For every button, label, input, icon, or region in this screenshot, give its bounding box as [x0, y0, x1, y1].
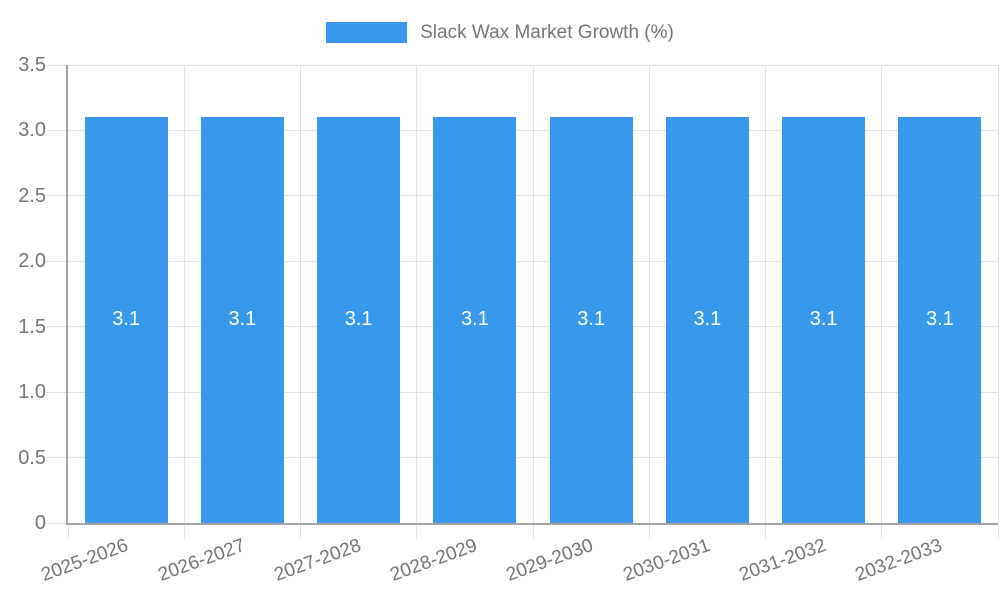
- x-tick: [67, 525, 69, 539]
- v-gridline: [416, 65, 418, 523]
- y-tick: [46, 326, 66, 328]
- legend-label[interactable]: Slack Wax Market Growth (%): [420, 21, 674, 43]
- bar-value-label: 3.1: [344, 308, 373, 330]
- v-gridline: [183, 65, 185, 523]
- y-tick-label: 2.0: [18, 250, 46, 273]
- x-tick-label: 2026-2027: [154, 535, 248, 586]
- x-tick: [881, 525, 883, 539]
- y-tick: [46, 391, 66, 393]
- bar[interactable]: 3.1: [200, 117, 284, 523]
- v-gridline: [997, 65, 999, 523]
- bar[interactable]: 3.1: [665, 117, 749, 523]
- x-tick: [648, 525, 650, 539]
- y-tick: [46, 195, 66, 197]
- x-tick: [532, 525, 534, 539]
- v-gridline: [765, 65, 766, 523]
- x-tick: [765, 525, 766, 539]
- bar[interactable]: 3.1: [433, 117, 517, 523]
- y-tick-label: 1.0: [18, 381, 46, 404]
- x-axis-line: [66, 523, 998, 525]
- x-tick: [416, 525, 418, 539]
- y-tick-label: 0: [34, 512, 46, 534]
- y-tick: [46, 522, 66, 524]
- x-tick-label: 2027-2028: [271, 535, 364, 586]
- x-tick-label: 2028-2029: [387, 535, 481, 586]
- y-tick-label: 3.5: [18, 54, 46, 76]
- bar[interactable]: 3.1: [84, 117, 168, 523]
- y-tick: [46, 129, 66, 131]
- bar[interactable]: 3.1: [898, 117, 982, 523]
- bar-value-label: 3.1: [460, 308, 489, 330]
- x-tick-label: 2032-2033: [852, 535, 946, 586]
- bar-value-label: 3.1: [925, 308, 954, 330]
- x-tick-label: 2031-2032: [736, 535, 829, 586]
- legend-swatch[interactable]: [326, 21, 408, 43]
- x-tick-label: 2030-2031: [619, 535, 713, 586]
- x-tick: [183, 525, 185, 539]
- legend[interactable]: Slack Wax Market Growth (%): [0, 14, 1000, 50]
- bar-value-label: 3.1: [693, 308, 722, 330]
- bar-value-label: 3.1: [809, 308, 838, 330]
- bar-value-label: 3.1: [112, 308, 141, 330]
- y-tick-label: 3.0: [18, 119, 46, 142]
- v-gridline: [648, 65, 650, 523]
- y-tick-label: 0.5: [18, 446, 46, 469]
- y-tick: [46, 260, 66, 262]
- y-tick-label: 1.5: [18, 315, 46, 338]
- v-gridline: [532, 65, 534, 523]
- bar[interactable]: 3.1: [549, 117, 633, 523]
- y-axis-line: [66, 65, 68, 523]
- bar-value-label: 3.1: [228, 308, 257, 330]
- x-tick: [997, 525, 999, 539]
- v-gridline: [300, 65, 301, 523]
- x-tick-label: 2029-2030: [503, 535, 597, 586]
- x-tick: [300, 525, 301, 539]
- y-tick: [46, 457, 66, 459]
- v-gridline: [881, 65, 883, 523]
- plot-area: 3.1 3.1 3.1 3.1 3.1 3.1 3.1 3.1: [46, 64, 999, 539]
- x-tick-label: 2025-2026: [38, 535, 132, 586]
- bar-value-label: 3.1: [577, 308, 606, 330]
- y-tick: [46, 64, 66, 66]
- bar[interactable]: 3.1: [317, 117, 401, 523]
- y-tick-label: 2.5: [18, 184, 46, 207]
- bar[interactable]: 3.1: [782, 117, 866, 523]
